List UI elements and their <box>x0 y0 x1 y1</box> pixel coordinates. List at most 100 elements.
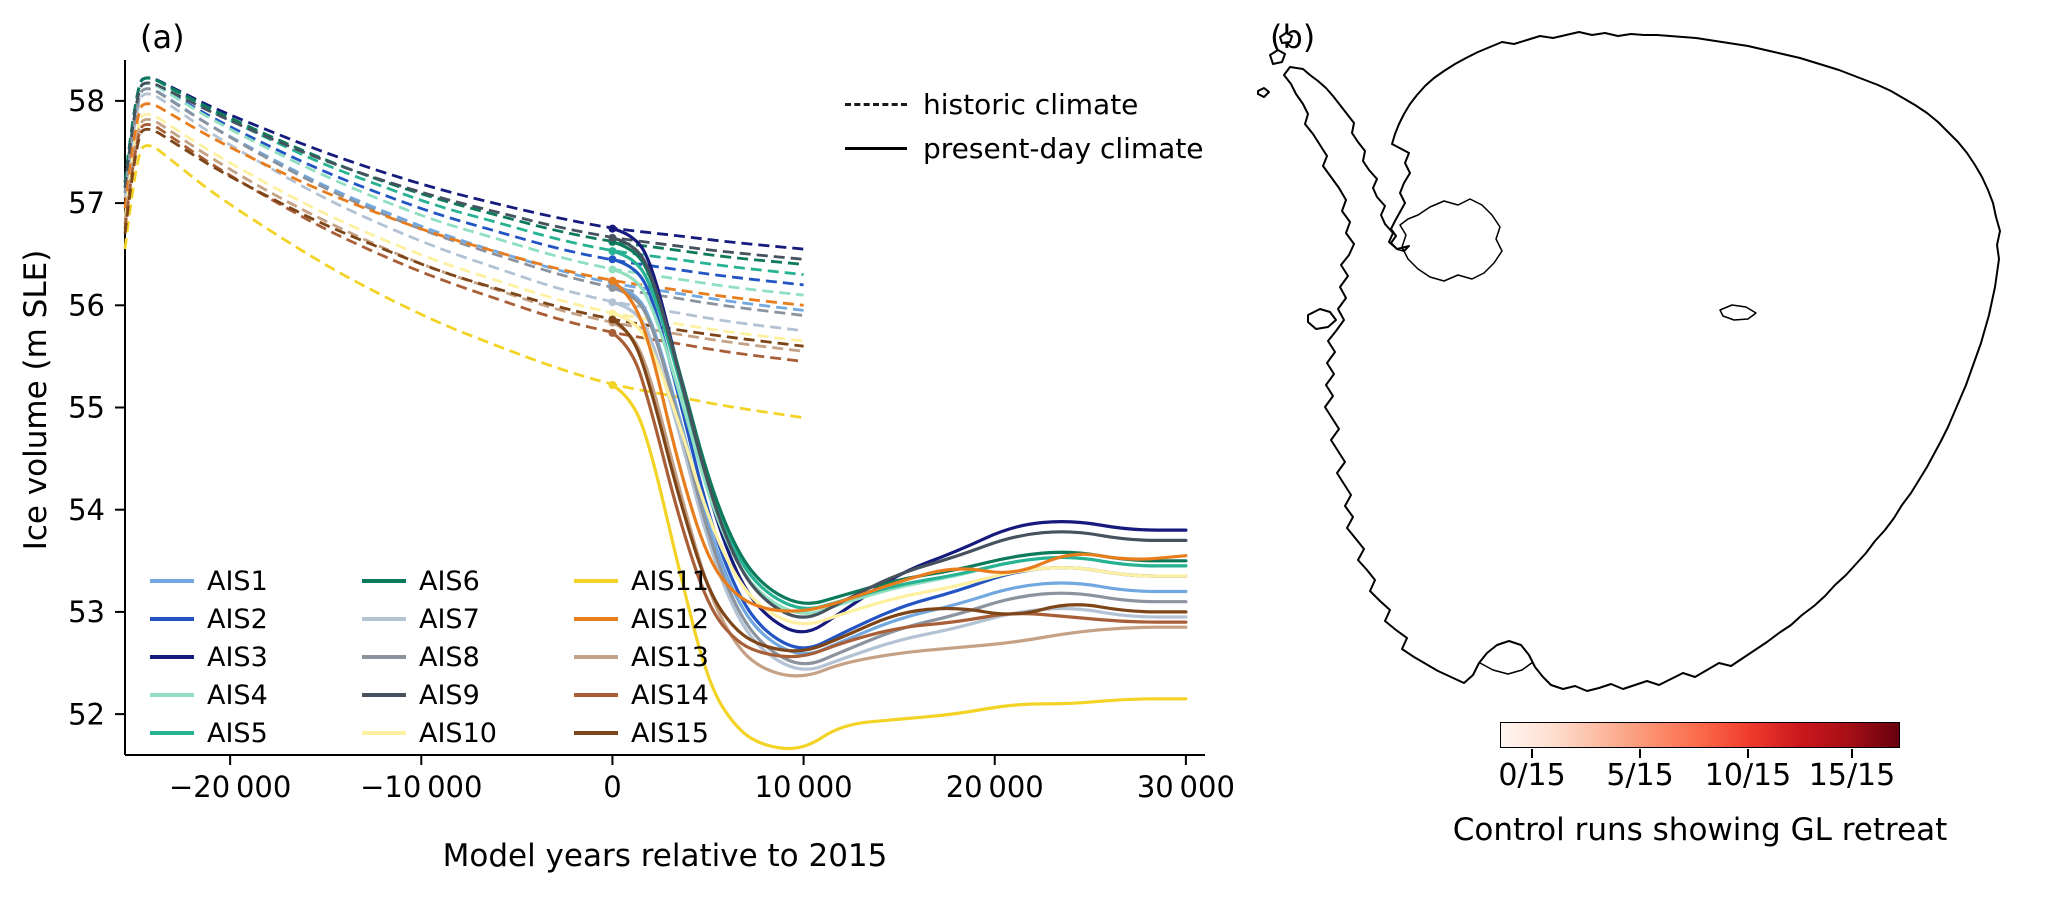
historic-climate-label: historic climate <box>923 87 1139 121</box>
legend-row-historic: historic climate <box>845 82 1204 126</box>
AIS7-legend-label: AIS7 <box>419 603 480 635</box>
solid-line-swatch <box>845 146 907 150</box>
AIS9-present-day-line <box>610 236 1188 619</box>
AIS15-legend-label: AIS15 <box>631 717 709 749</box>
y-tick-label: 52 <box>68 697 105 731</box>
colorbar-label-0/15: 0/15 <box>1498 758 1566 793</box>
colorbar-gradient <box>1500 722 1900 748</box>
AIS1-legend-label: AIS1 <box>207 565 268 597</box>
antarctica-map <box>1257 31 2001 692</box>
AIS6-color-swatch <box>362 579 406 583</box>
AIS9-start-marker <box>608 233 617 242</box>
AIS13-historic-line <box>123 117 804 353</box>
AIS8-color-swatch <box>362 655 406 659</box>
AIS1-color-swatch <box>150 579 194 583</box>
x-tick-label: −20 000 <box>169 770 291 804</box>
island-2 <box>1257 87 1270 98</box>
AIS6-legend-label: AIS6 <box>419 565 480 597</box>
ensemble-member-legend: AIS1 AIS2 AIS3 AIS4 AIS5 AIS6 AIS7 AIS8 AIS9 AIS1… <box>150 562 786 752</box>
legend-item-AIS10: AIS10 <box>362 714 574 752</box>
colorbar-tick-0/15 <box>1530 749 1534 758</box>
AIS10-legend-label: AIS10 <box>419 717 497 749</box>
colorbar-tick-5/15 <box>1638 749 1642 758</box>
AIS15-historic-line <box>123 127 804 348</box>
colorbar-label-15/15: 15/15 <box>1808 758 1896 793</box>
present-day-climate-label: present-day climate <box>923 131 1204 165</box>
AIS12-present-day-line <box>610 279 1188 613</box>
dashed-line-swatch <box>845 102 907 106</box>
panel-a-label: (a) <box>140 18 185 56</box>
AIS13-color-swatch <box>574 655 618 659</box>
legend-row-present: present-day climate <box>845 126 1204 170</box>
AIS5-present-day-line <box>610 249 1188 611</box>
ice-volume-chart: 52 53 54 55 56 57 58 −20 000 −10 000 0 10 000 20 00… <box>68 60 1235 804</box>
AIS11-start-marker <box>608 381 617 390</box>
x-tick-label: −10 000 <box>360 770 482 804</box>
AIS10-start-marker <box>608 309 617 318</box>
AIS2-start-marker <box>608 255 617 264</box>
AIS13-legend-label: AIS13 <box>631 641 709 673</box>
x-tick-label: 30 000 <box>1137 770 1235 804</box>
AIS7-color-swatch <box>362 617 406 621</box>
legend-item-AIS4: AIS4 <box>150 676 362 714</box>
AIS5-legend-label: AIS5 <box>207 717 268 749</box>
AIS5-start-marker <box>608 247 617 256</box>
colorbar-label-5/15: 5/15 <box>1606 758 1674 793</box>
AIS2-color-swatch <box>150 617 194 621</box>
colorbar-tick-10/15 <box>1746 749 1750 758</box>
y-axis-label: Ice volume (m SLE) <box>18 249 54 551</box>
AIS9-legend-label: AIS9 <box>419 679 480 711</box>
AIS7-historic-line <box>123 92 804 333</box>
legend-item-AIS3: AIS3 <box>150 638 362 676</box>
AIS3-color-swatch <box>150 655 194 659</box>
legend-item-AIS11: AIS11 <box>574 562 786 600</box>
AIS8-start-marker <box>608 283 617 292</box>
legend-item-AIS13: AIS13 <box>574 638 786 676</box>
alexander-island <box>1307 308 1337 330</box>
AIS4-legend-label: AIS4 <box>207 679 268 711</box>
legend-item-AIS9: AIS9 <box>362 676 574 714</box>
AIS8-historic-line <box>123 87 804 317</box>
AIS6-historic-line <box>123 76 804 266</box>
AIS14-legend-label: AIS14 <box>631 679 709 711</box>
AIS9-historic-line <box>123 81 804 261</box>
legend-item-AIS6: AIS6 <box>362 562 574 600</box>
AIS14-historic-line <box>123 123 804 363</box>
AIS12-start-marker <box>608 276 617 285</box>
colorbar-tick-15/15 <box>1850 749 1854 758</box>
AIS14-color-swatch <box>574 693 618 697</box>
colorbar-label-10/15: 10/15 <box>1704 758 1792 793</box>
x-tick-label: 10 000 <box>755 770 853 804</box>
AIS15-color-swatch <box>574 731 618 735</box>
legend-item-AIS14: AIS14 <box>574 676 786 714</box>
AIS11-color-swatch <box>574 579 618 583</box>
AIS4-start-marker <box>608 265 617 274</box>
AIS3-historic-line <box>123 76 804 251</box>
island-3 <box>1279 32 1293 44</box>
AIS8-legend-label: AIS8 <box>419 641 480 673</box>
x-axis-label: Model years relative to 2015 <box>442 838 888 874</box>
ross-grounding-line <box>1479 661 1534 675</box>
y-tick-label: 55 <box>68 391 105 425</box>
AIS3-start-marker <box>608 224 617 233</box>
legend-item-AIS7: AIS7 <box>362 600 574 638</box>
legend-item-AIS1: AIS1 <box>150 562 362 600</box>
AIS4-color-swatch <box>150 693 194 697</box>
y-tick-label: 56 <box>68 288 105 322</box>
AIS7-start-marker <box>608 298 617 307</box>
AIS8-present-day-line <box>610 286 1188 666</box>
legend-item-AIS15: AIS15 <box>574 714 786 752</box>
AIS14-present-day-line <box>610 331 1188 659</box>
AIS15-present-day-line <box>610 318 1188 653</box>
AIS11-historic-line <box>123 144 804 420</box>
AIS9-color-swatch <box>362 693 406 697</box>
legend-item-AIS8: AIS8 <box>362 638 574 676</box>
line-style-legend: historic climate present-day climate <box>845 82 1204 170</box>
x-tick-label: 20 000 <box>946 770 1044 804</box>
AIS1-historic-line <box>123 87 804 312</box>
AIS2-legend-label: AIS2 <box>207 603 268 635</box>
ronne-grounding-line <box>1399 198 1503 282</box>
legend-item-AIS12: AIS12 <box>574 600 786 638</box>
interior-grounding-loop <box>1719 304 1757 321</box>
legend-item-AIS2: AIS2 <box>150 600 362 638</box>
